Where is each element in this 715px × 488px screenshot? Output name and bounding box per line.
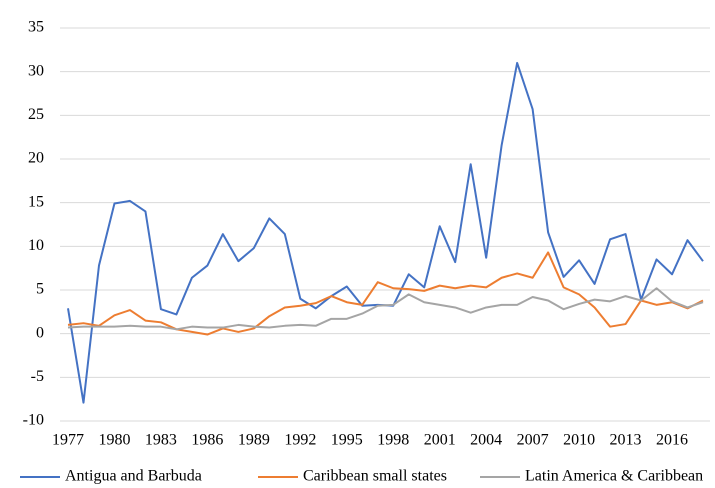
series-line bbox=[67, 61, 704, 404]
x-tick-label: 1983 bbox=[145, 432, 177, 449]
y-tick-label: 10 bbox=[28, 237, 44, 254]
x-tick-label: 2010 bbox=[563, 432, 595, 449]
series-line bbox=[67, 251, 704, 336]
y-tick-label: -5 bbox=[31, 368, 44, 385]
y-tick-label: 5 bbox=[36, 281, 44, 298]
x-tick-label: 1995 bbox=[331, 432, 363, 449]
x-tick-label: 1992 bbox=[284, 432, 316, 449]
x-tick-label: 2004 bbox=[470, 432, 502, 449]
y-tick-label: 20 bbox=[28, 150, 44, 167]
x-tick-label: 2001 bbox=[424, 432, 456, 449]
legend-label: Antigua and Barbuda bbox=[65, 468, 202, 485]
x-tick-label: 2013 bbox=[610, 432, 642, 449]
x-tick-label: 1989 bbox=[238, 432, 270, 449]
y-tick-label: 30 bbox=[28, 62, 44, 79]
y-tick-label: 25 bbox=[28, 106, 44, 123]
y-tick-label: 35 bbox=[28, 19, 44, 36]
x-tick-label: 2016 bbox=[656, 432, 688, 449]
x-tick-label: 2007 bbox=[517, 432, 549, 449]
y-tick-label: 0 bbox=[36, 324, 44, 341]
series-line bbox=[67, 287, 704, 331]
y-tick-label: -10 bbox=[23, 412, 44, 429]
legend-label: Latin America & Caribbean bbox=[525, 468, 703, 485]
x-tick-label: 1998 bbox=[377, 432, 409, 449]
x-tick-label: 1986 bbox=[191, 432, 223, 449]
y-tick-label: 15 bbox=[28, 193, 44, 210]
legend-label: Caribbean small states bbox=[303, 468, 447, 485]
x-tick-label: 1980 bbox=[98, 432, 130, 449]
x-tick-label: 1977 bbox=[52, 432, 84, 449]
